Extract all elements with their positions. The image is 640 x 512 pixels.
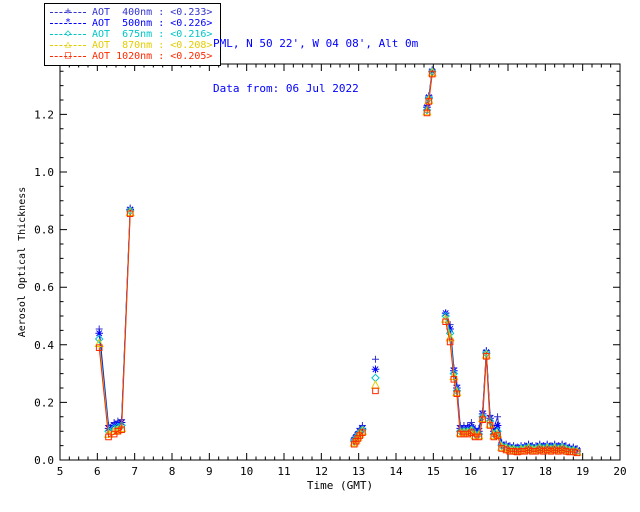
svg-text:12: 12 xyxy=(315,465,328,478)
svg-text:Time (GMT): Time (GMT) xyxy=(307,479,373,492)
svg-text:9: 9 xyxy=(206,465,213,478)
legend-label-675nm: AOT 675nm : <0.216> xyxy=(92,29,213,40)
svg-text:5: 5 xyxy=(57,465,64,478)
legend-line-sample-675nm: ◇ xyxy=(50,29,86,40)
svg-text:19: 19 xyxy=(576,465,589,478)
legend-item-675nm: ◇ AOT 675nm : <0.216> xyxy=(50,29,212,40)
svg-text:6: 6 xyxy=(94,465,101,478)
svg-text:16: 16 xyxy=(464,465,477,478)
legend-item-400nm: + AOT 400nm : <0.233> xyxy=(50,7,212,18)
triangle-marker-icon: △ xyxy=(64,39,72,50)
svg-text:0.4: 0.4 xyxy=(34,339,54,352)
legend-line-sample-400nm: + xyxy=(50,7,86,18)
legend-label-400nm: AOT 400nm : <0.233> xyxy=(92,7,213,18)
legend-line-675nm xyxy=(50,34,86,35)
legend-item-870nm: △ AOT 870nm : <0.208> xyxy=(50,40,212,51)
legend-line-400nm xyxy=(50,12,86,13)
legend-item-500nm: * AOT 500nm : <0.226> xyxy=(50,18,212,29)
legend-item-1020nm: □ AOT 1020nm : <0.205> xyxy=(50,51,212,62)
legend-label-870nm: AOT 870nm : <0.208> xyxy=(92,40,213,51)
station-location-text: PML, N 50 22', W 04 08', Alt 0m xyxy=(213,37,419,50)
legend-label-1020nm: AOT 1020nm : <0.205> xyxy=(92,51,213,62)
square-marker-icon: □ xyxy=(64,50,72,61)
plus-marker-icon: + xyxy=(64,6,72,17)
legend-label-500nm: AOT 500nm : <0.226> xyxy=(92,18,213,29)
svg-text:0.8: 0.8 xyxy=(34,224,54,237)
svg-text:18: 18 xyxy=(539,465,552,478)
svg-text:0.6: 0.6 xyxy=(34,281,54,294)
svg-text:20: 20 xyxy=(613,465,626,478)
svg-text:Aerosol Optical Thickness: Aerosol Optical Thickness xyxy=(17,187,28,338)
svg-text:0.0: 0.0 xyxy=(34,454,54,467)
legend-line-870nm xyxy=(50,45,86,46)
legend-line-sample-1020nm: □ xyxy=(50,51,86,62)
svg-text:0.2: 0.2 xyxy=(34,396,54,409)
svg-text:11: 11 xyxy=(277,465,290,478)
svg-text:1.0: 1.0 xyxy=(34,166,54,179)
data-date-text: Data from: 06 Jul 2022 xyxy=(213,82,359,95)
svg-text:10: 10 xyxy=(240,465,253,478)
legend: + AOT 400nm : <0.233> * AOT 500nm : <0.2… xyxy=(44,3,222,66)
svg-text:17: 17 xyxy=(501,465,514,478)
legend-line-1020nm xyxy=(50,56,86,57)
diamond-marker-icon: ◇ xyxy=(64,28,72,39)
svg-text:8: 8 xyxy=(169,465,176,478)
legend-line-sample-500nm: * xyxy=(50,18,86,29)
plot-header: PML, N 50 22', W 04 08', Alt 0m Data fro… xyxy=(213,6,418,111)
legend-line-500nm xyxy=(50,23,86,24)
svg-text:15: 15 xyxy=(427,465,440,478)
svg-text:1.2: 1.2 xyxy=(34,108,54,121)
asterisk-marker-icon: * xyxy=(64,17,72,28)
svg-text:14: 14 xyxy=(389,465,403,478)
legend-line-sample-870nm: △ xyxy=(50,40,86,51)
svg-text:13: 13 xyxy=(352,465,365,478)
svg-text:7: 7 xyxy=(131,465,138,478)
